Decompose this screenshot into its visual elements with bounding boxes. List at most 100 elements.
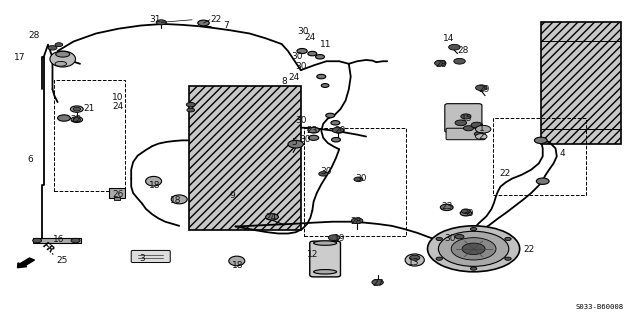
Circle shape xyxy=(186,102,195,107)
Text: 14: 14 xyxy=(443,34,454,43)
Circle shape xyxy=(156,20,166,25)
Text: 30: 30 xyxy=(298,27,309,36)
Text: 23: 23 xyxy=(442,202,453,211)
Circle shape xyxy=(73,107,81,111)
Circle shape xyxy=(308,127,319,133)
Text: 30: 30 xyxy=(355,174,367,183)
Text: 30: 30 xyxy=(320,167,332,176)
Circle shape xyxy=(410,255,420,260)
Circle shape xyxy=(332,127,344,133)
Ellipse shape xyxy=(56,51,70,57)
Ellipse shape xyxy=(172,195,188,204)
Bar xyxy=(54,80,125,191)
Ellipse shape xyxy=(146,176,161,186)
Text: 22: 22 xyxy=(210,15,221,24)
FancyArrow shape xyxy=(17,258,35,268)
Circle shape xyxy=(48,46,57,50)
Circle shape xyxy=(317,74,326,79)
Text: 28: 28 xyxy=(458,46,469,55)
Text: 13: 13 xyxy=(408,258,420,267)
Text: 12: 12 xyxy=(307,250,319,259)
Text: 28: 28 xyxy=(28,31,40,40)
Circle shape xyxy=(536,178,549,184)
Text: 5: 5 xyxy=(291,138,297,147)
Text: 21: 21 xyxy=(83,104,95,113)
Text: 24: 24 xyxy=(266,213,277,222)
Text: 30: 30 xyxy=(444,234,456,243)
Text: 18: 18 xyxy=(170,197,181,205)
Text: 16: 16 xyxy=(52,235,64,244)
Circle shape xyxy=(321,84,329,87)
Circle shape xyxy=(440,204,453,211)
Text: 24: 24 xyxy=(304,33,316,42)
Circle shape xyxy=(476,125,491,133)
Text: 25: 25 xyxy=(56,256,68,265)
Text: 31: 31 xyxy=(150,15,161,24)
Bar xyxy=(493,118,586,195)
Circle shape xyxy=(354,177,363,182)
Text: 10: 10 xyxy=(112,93,124,102)
Circle shape xyxy=(474,132,483,136)
Circle shape xyxy=(316,55,324,59)
Circle shape xyxy=(449,44,460,50)
Circle shape xyxy=(288,140,303,148)
Circle shape xyxy=(351,218,363,224)
Bar xyxy=(541,22,621,144)
Circle shape xyxy=(332,137,340,142)
Text: 30: 30 xyxy=(300,135,311,144)
Bar xyxy=(304,128,406,236)
Text: 27: 27 xyxy=(372,279,384,288)
Circle shape xyxy=(73,118,81,122)
FancyBboxPatch shape xyxy=(131,250,170,263)
Circle shape xyxy=(463,126,474,131)
Circle shape xyxy=(331,121,340,125)
Circle shape xyxy=(297,48,307,54)
Text: 29: 29 xyxy=(479,85,490,94)
Circle shape xyxy=(435,60,446,66)
Text: 8: 8 xyxy=(282,77,287,86)
FancyBboxPatch shape xyxy=(445,104,482,132)
Circle shape xyxy=(319,172,328,176)
Circle shape xyxy=(451,238,496,260)
Text: 28: 28 xyxy=(435,60,447,69)
Circle shape xyxy=(335,129,344,133)
Text: 23: 23 xyxy=(306,126,317,135)
Circle shape xyxy=(372,279,383,285)
Text: 24: 24 xyxy=(112,102,124,111)
Circle shape xyxy=(187,108,195,112)
Circle shape xyxy=(436,237,442,241)
Text: 4: 4 xyxy=(560,149,566,158)
Text: 20: 20 xyxy=(334,126,346,135)
Text: 18: 18 xyxy=(232,261,243,270)
Text: 11: 11 xyxy=(320,40,332,48)
Circle shape xyxy=(471,122,483,128)
Bar xyxy=(189,86,301,230)
Ellipse shape xyxy=(55,61,67,66)
Circle shape xyxy=(455,120,467,126)
Text: 22: 22 xyxy=(70,115,82,124)
Circle shape xyxy=(462,243,485,255)
Text: 24: 24 xyxy=(288,73,300,82)
Text: 30: 30 xyxy=(296,62,307,71)
Text: 30: 30 xyxy=(296,116,307,125)
Circle shape xyxy=(308,135,319,140)
Circle shape xyxy=(33,238,42,243)
Circle shape xyxy=(455,234,464,239)
Ellipse shape xyxy=(314,270,337,274)
Text: 17: 17 xyxy=(14,53,26,62)
Circle shape xyxy=(476,134,487,139)
FancyBboxPatch shape xyxy=(446,128,485,140)
Text: 1: 1 xyxy=(479,124,484,133)
Ellipse shape xyxy=(229,256,245,266)
Ellipse shape xyxy=(50,51,76,67)
Circle shape xyxy=(470,267,477,270)
Ellipse shape xyxy=(314,241,337,245)
Text: 9: 9 xyxy=(230,191,236,200)
Circle shape xyxy=(505,257,511,260)
Bar xyxy=(109,188,125,198)
Text: 22: 22 xyxy=(523,245,534,254)
Circle shape xyxy=(454,58,465,64)
Text: 7: 7 xyxy=(223,21,228,30)
Circle shape xyxy=(470,227,477,231)
Circle shape xyxy=(534,137,547,144)
